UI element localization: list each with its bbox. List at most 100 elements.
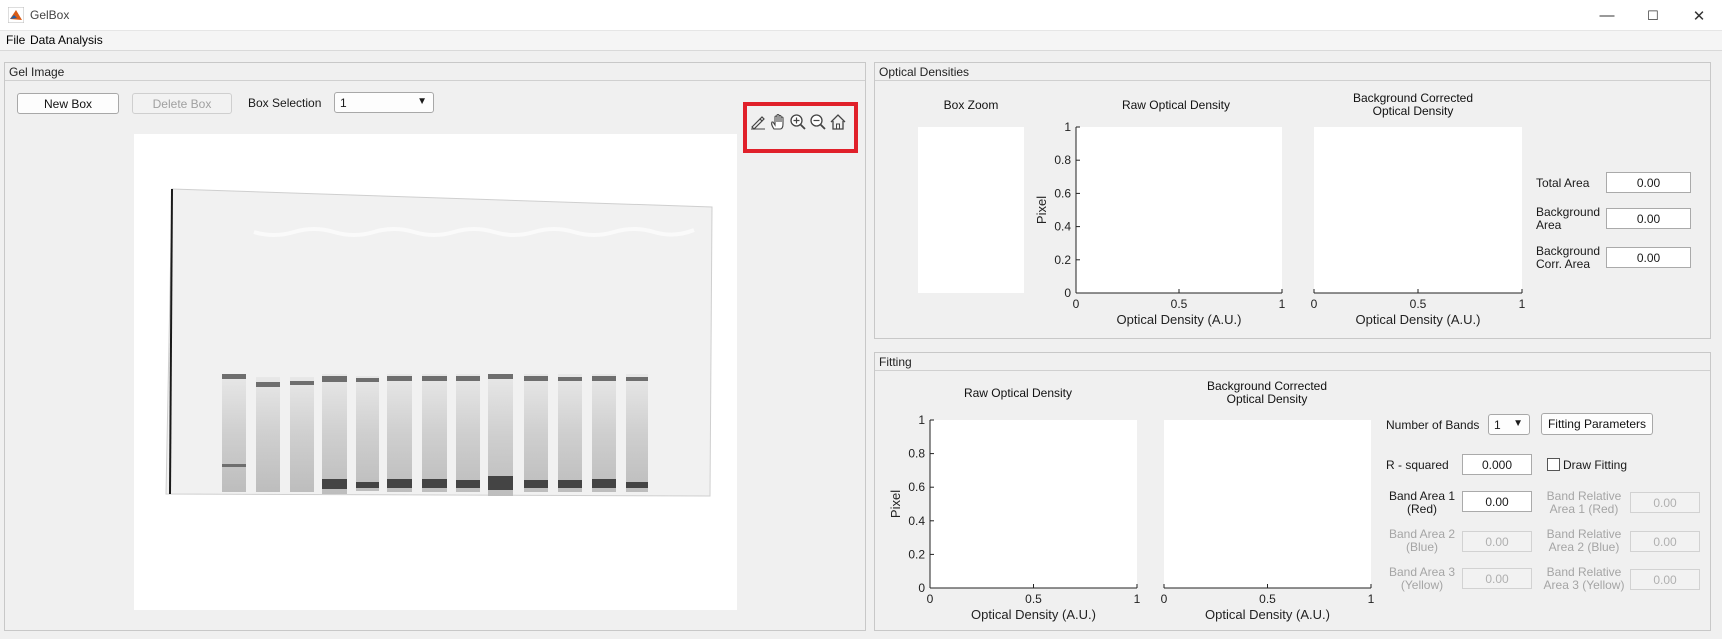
od-raw-x-tick-label: 0.5	[1171, 297, 1188, 311]
band-relative-area-2-label-line1: Band Relative	[1546, 527, 1622, 541]
minimize-button[interactable]: —	[1599, 7, 1615, 24]
fit-raw-y-tick-label: 1	[918, 413, 925, 427]
number-of-bands-label: Number of Bands	[1386, 418, 1480, 432]
brush-icon[interactable]	[749, 113, 767, 131]
band-area-1-field[interactable]: 0.00	[1462, 491, 1532, 512]
number-of-bands-dropdown[interactable]: 1 ▼	[1488, 414, 1530, 435]
r-squared-label: R - squared	[1386, 458, 1449, 472]
fit-raw-plot[interactable]	[930, 420, 1137, 588]
od-raw-y-tick-label: 0	[1064, 286, 1071, 300]
od-bg-title: Background Corrected Optical Density	[1313, 92, 1513, 118]
maximize-button[interactable]: ☐	[1647, 7, 1659, 23]
home-icon[interactable]	[829, 113, 847, 131]
od-bg-title-line1: Background Corrected	[1352, 91, 1474, 105]
band-area-2-field[interactable]: 0.00	[1462, 531, 1532, 552]
od-raw-y-tick-label: 0.2	[1054, 253, 1071, 267]
fitting-panel-title: Fitting	[879, 355, 912, 369]
background-area-field[interactable]: 0.00	[1606, 208, 1691, 229]
od-raw-y-tick-label: 1	[1064, 120, 1071, 134]
band-area-1-label: Band Area 1 (Red)	[1382, 490, 1462, 516]
new-box-button[interactable]: New Box	[17, 93, 119, 114]
od-panel-title: Optical Densities	[879, 65, 970, 79]
dropdown-arrow-icon: ▼	[417, 96, 427, 107]
dropdown-arrow-icon: ▼	[1513, 418, 1523, 429]
band-relative-area-1-field[interactable]: 0.00	[1630, 492, 1700, 513]
band-area-1-label-line1: Band Area 1	[1388, 489, 1456, 503]
zoom-in-icon[interactable]	[789, 113, 807, 131]
window-title: GelBox	[30, 8, 70, 22]
od-bg-plot[interactable]	[1314, 127, 1522, 293]
menu-file[interactable]: File	[6, 33, 26, 47]
total-area-label: Total Area	[1536, 176, 1590, 190]
fit-bg-title-line1: Background Corrected	[1206, 379, 1328, 393]
od-bg-x-tick-label: 1	[1519, 297, 1526, 311]
band-area-3-field[interactable]: 0.00	[1462, 568, 1532, 589]
od-raw-y-tick-label: 0.4	[1054, 220, 1071, 234]
background-area-label-line1: Background	[1536, 205, 1601, 219]
menu-data-analysis[interactable]: Data Analysis	[30, 33, 103, 47]
fit-raw-y-tick-label: 0.6	[908, 480, 925, 494]
od-raw-y-tick-label: 0.8	[1054, 153, 1071, 167]
od-raw-plot[interactable]	[1076, 127, 1282, 293]
gel-image[interactable]	[134, 134, 737, 610]
bg-corr-area-label-line2: Corr. Area	[1536, 257, 1591, 271]
od-raw-x-tick-label: 1	[1279, 297, 1286, 311]
band-relative-area-2-label-line2: Area 2 (Blue)	[1548, 540, 1620, 554]
band-area-2-label-line1: Band Area 2	[1388, 527, 1456, 541]
close-button[interactable]: ✕	[1692, 7, 1706, 25]
od-raw-y-axis-label: Pixel	[1034, 196, 1049, 224]
fit-raw-y-tick-label: 0	[918, 581, 925, 595]
fit-bg-plot[interactable]	[1164, 420, 1371, 588]
zoom-out-icon[interactable]	[809, 113, 827, 131]
background-area-label-line2: Area	[1536, 218, 1562, 232]
fitting-parameters-button[interactable]: Fitting Parameters	[1541, 413, 1653, 435]
band-area-2-label: Band Area 2 (Blue)	[1382, 528, 1462, 554]
od-raw-x-axis-label: Optical Density (A.U.)	[1117, 312, 1242, 327]
bg-corr-area-field[interactable]: 0.00	[1606, 247, 1691, 268]
fit-raw-y-tick-label: 0.2	[908, 547, 925, 561]
draw-fitting-label: Draw Fitting	[1563, 458, 1628, 472]
fit-bg-title: Background Corrected Optical Density	[1167, 380, 1367, 406]
background-area-label: Background Area	[1536, 206, 1600, 232]
od-bg-x-tick-label: 0.5	[1410, 297, 1427, 311]
band-relative-area-2-label: Band Relative Area 2 (Blue)	[1541, 528, 1627, 554]
band-relative-area-3-label-line1: Band Relative	[1546, 565, 1622, 579]
number-of-bands-value: 1	[1494, 417, 1501, 432]
fit-raw-y-axis-label: Pixel	[888, 490, 903, 518]
od-raw-title: Raw Optical Density	[1121, 98, 1231, 112]
band-relative-area-1-label-line2: Area 1 (Red)	[1549, 502, 1619, 516]
box-zoom-plot[interactable]	[918, 127, 1024, 293]
bg-corr-area-label-line1: Background	[1536, 244, 1601, 258]
od-raw-x-tick-label: 0	[1073, 297, 1080, 311]
band-relative-area-3-label: Band Relative Area 3 (Yellow)	[1541, 566, 1627, 592]
fit-raw-x-axis-label: Optical Density (A.U.)	[971, 607, 1096, 622]
band-relative-area-1-label: Band Relative Area 1 (Red)	[1541, 490, 1627, 516]
fit-bg-x-axis-label: Optical Density (A.U.)	[1205, 607, 1330, 622]
toolbar-highlight	[743, 102, 858, 153]
draw-fitting-checkbox[interactable]	[1547, 458, 1560, 471]
band-area-3-label-line2: (Yellow)	[1400, 578, 1444, 592]
r-squared-field[interactable]: 0.000	[1462, 454, 1532, 475]
fitting-panel-header	[875, 353, 1710, 371]
band-area-3-label: Band Area 3 (Yellow)	[1382, 566, 1462, 592]
band-relative-area-3-label-line2: Area 3 (Yellow)	[1543, 578, 1625, 592]
delete-box-button[interactable]: Delete Box	[132, 93, 232, 114]
menu-bar: File Data Analysis	[0, 31, 1722, 51]
fit-bg-x-tick-label: 1	[1368, 592, 1375, 606]
fit-raw-title: Raw Optical Density	[963, 386, 1073, 400]
band-relative-area-1-label-line1: Band Relative	[1546, 489, 1622, 503]
fit-raw-y-tick-label: 0.4	[908, 514, 925, 528]
box-zoom-title: Box Zoom	[943, 98, 999, 112]
total-area-field[interactable]: 0.00	[1606, 172, 1691, 193]
pan-hand-icon[interactable]	[769, 113, 787, 131]
box-selection-dropdown[interactable]: 1 ▼	[334, 92, 434, 113]
band-relative-area-3-field[interactable]: 0.00	[1630, 569, 1700, 590]
band-area-2-label-line2: (Blue)	[1405, 540, 1438, 554]
od-raw-y-tick-label: 0.6	[1054, 186, 1071, 200]
bg-corr-area-label: Background Corr. Area	[1536, 245, 1600, 271]
od-bg-x-axis-label: Optical Density (A.U.)	[1356, 312, 1481, 327]
band-area-3-label-line1: Band Area 3	[1388, 565, 1456, 579]
band-relative-area-2-field[interactable]: 0.00	[1630, 531, 1700, 552]
